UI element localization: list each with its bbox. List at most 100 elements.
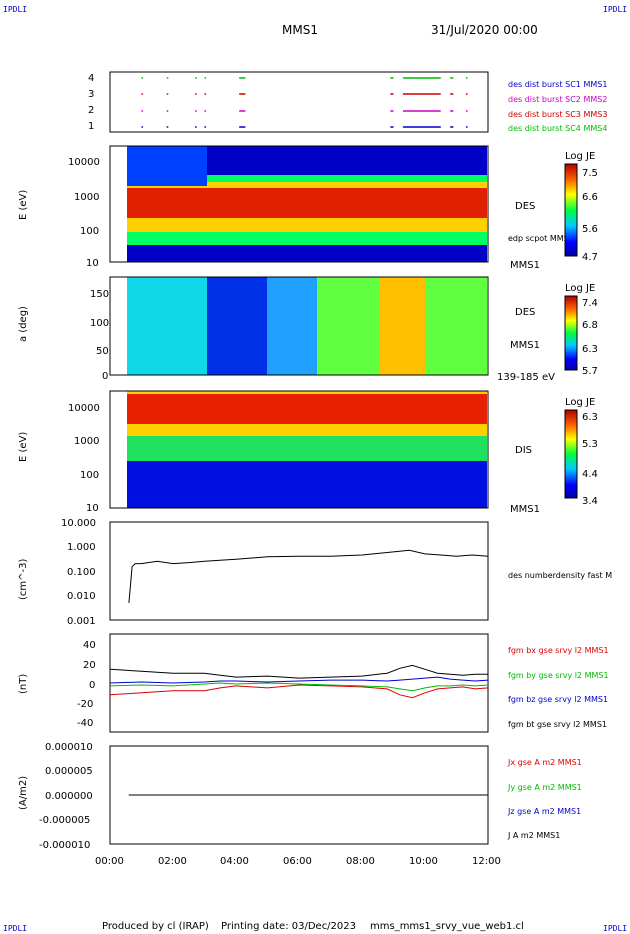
des-energy-colorbar-tick: 4.7 xyxy=(582,252,598,263)
des-energy-lowflux-region xyxy=(127,146,207,186)
des-energy-colorbar-tick: 5.6 xyxy=(582,224,598,235)
burst-panel: 4 3 2 1 des dist burst SC1 MMS1 des dist… xyxy=(88,71,607,133)
current-legend-j: J A m2 MMS1 xyxy=(507,831,560,840)
current-ytick: -0.000010 xyxy=(39,840,90,851)
current-legend-jx: Jx gse A m2 MMS1 xyxy=(507,758,582,767)
footer-filename: mms_mms1_srvy_vue_web1.cl xyxy=(370,921,524,932)
current-panel: 0.000010 0.000005 0.000000 -0.000005 -0.… xyxy=(18,742,582,851)
des-pitch-spacecraft: MMS1 xyxy=(510,340,540,351)
des-energy-colorbar-title: Log JE xyxy=(565,151,595,162)
dis-energy-colorbar-tick: 6.3 xyxy=(582,412,598,423)
fgm-legend-by: fgm by gse srvy l2 MMS1 xyxy=(508,671,609,680)
dis-energy-frame xyxy=(109,390,489,509)
burst-ytick: 3 xyxy=(88,89,94,100)
footer-produced-by: Produced by cl (IRAP) xyxy=(102,921,209,932)
plot-title: MMS1 xyxy=(282,23,318,37)
fgm-ytick: 0 xyxy=(89,680,95,691)
footer-printing-date: Printing date: 03/Dec/2023 xyxy=(221,921,356,932)
fgm-ytick: -40 xyxy=(77,718,93,729)
burst-ytick: 1 xyxy=(88,121,94,132)
current-legend-jy: Jy gse A m2 MMS1 xyxy=(507,783,582,792)
time-tick-label: 10:00 xyxy=(409,856,438,867)
fgm-legend-bx: fgm bx gse srvy l2 MMS1 xyxy=(508,646,609,655)
density-ytick: 0.010 xyxy=(67,591,96,602)
density-frame xyxy=(109,521,489,621)
density-ylabel: (cm^-3) xyxy=(18,559,29,600)
plot-date: 31/Jul/2020 00:00 xyxy=(431,23,538,37)
des-energy-frame xyxy=(109,145,489,263)
des-pitch-frame xyxy=(109,276,489,376)
current-ylabel: (A/m2) xyxy=(18,776,29,810)
time-axis: 00:00 02:00 04:00 06:00 08:00 10:00 12:0… xyxy=(95,856,501,867)
current-ytick: 0.000010 xyxy=(45,742,93,753)
fgm-ytick: 40 xyxy=(83,640,96,651)
des-pitch-ytick: 150 xyxy=(90,289,109,300)
des-pitch-region-cyan xyxy=(127,277,207,375)
dis-energy-colorbar-title: Log JE xyxy=(565,397,595,408)
time-tick-label: 12:00 xyxy=(472,856,501,867)
corner-label-bottom-right: IPDLI xyxy=(603,924,627,933)
dis-energy-ytick: 1000 xyxy=(74,436,99,447)
dis-energy-colorbar-tick: 4.4 xyxy=(582,469,598,480)
density-ytick: 0.100 xyxy=(67,567,96,578)
current-legend-jz: Jz gse A m2 MMS1 xyxy=(507,807,581,816)
time-tick-label: 02:00 xyxy=(158,856,187,867)
des-pitch-colorbar-tick: 7.4 xyxy=(582,298,598,309)
des-pitch-region-orange xyxy=(380,277,425,375)
des-pitch-ylabel: a (deg) xyxy=(18,306,29,342)
des-energy-colorbar-tick: 6.6 xyxy=(582,192,598,203)
dis-energy-colorbar-tick: 3.4 xyxy=(582,496,598,507)
dis-energy-panel: 10000 1000 100 10 E (eV) DIS MMS1 Log JE… xyxy=(18,390,598,515)
time-tick-label: 08:00 xyxy=(346,856,375,867)
current-ytick: -0.000005 xyxy=(39,815,90,826)
des-energy-band-red xyxy=(127,188,487,218)
fgm-ylabel: (nT) xyxy=(18,674,29,694)
burst-ytick: 2 xyxy=(88,105,94,116)
density-ytick: 1.000 xyxy=(67,542,96,553)
des-pitch-colorbar-title: Log JE xyxy=(565,283,595,294)
dis-energy-colorbar xyxy=(564,409,578,499)
density-ytick: 0.001 xyxy=(67,616,96,627)
dis-energy-band-red xyxy=(127,394,487,424)
fgm-legend-bt: fgm bt gse srvy l2 MMS1 xyxy=(508,720,607,729)
des-energy-panel: 10000 1000 100 10 E (eV) DES edp scpot M… xyxy=(18,145,598,271)
dis-energy-ylabel: E (eV) xyxy=(18,432,29,462)
dis-energy-ytick: 10000 xyxy=(68,403,100,414)
dis-energy-ytick: 10 xyxy=(86,503,99,514)
current-ytick: 0.000005 xyxy=(45,766,93,777)
fgm-series-line xyxy=(109,676,489,684)
burst-ytick: 4 xyxy=(88,73,94,84)
burst-frame xyxy=(109,71,489,133)
des-energy-ytick: 100 xyxy=(80,226,99,237)
des-energy-ytick: 1000 xyxy=(74,192,99,203)
des-pitch-region-lightblue xyxy=(267,277,317,375)
des-energy-ytick: 10 xyxy=(86,258,99,269)
time-tick-label: 06:00 xyxy=(283,856,312,867)
burst-legend-sc3: des dist burst SC3 MMS3 xyxy=(508,110,607,119)
density-ytick: 10.000 xyxy=(61,518,96,529)
dis-energy-instrument: DIS xyxy=(515,445,532,456)
des-pitch-energy-range: 139-185 eV xyxy=(497,372,555,383)
des-pitch-ytick: 0 xyxy=(102,371,108,382)
corner-label-top-right: IPDLI xyxy=(603,5,627,14)
des-energy-instrument: DES xyxy=(515,201,535,212)
des-pitch-panel: 150 100 50 0 a (deg) DES MMS1 139-185 eV… xyxy=(18,276,598,383)
density-panel: 10.000 1.000 0.100 0.010 0.001 (cm^-3) d… xyxy=(18,518,612,627)
current-ytick: 0.000000 xyxy=(45,791,93,802)
des-energy-spacecraft: MMS1 xyxy=(510,260,540,271)
fgm-ytick: -20 xyxy=(77,699,93,710)
des-pitch-colorbar-tick: 6.8 xyxy=(582,320,598,331)
des-pitch-colorbar-tick: 5.7 xyxy=(582,366,598,377)
burst-legend-sc2: des dist burst SC2 MMS2 xyxy=(508,95,607,104)
density-series-line xyxy=(128,549,489,603)
burst-legend-sc4: des dist burst SC4 MMS4 xyxy=(508,124,607,133)
des-pitch-ytick: 50 xyxy=(96,346,109,357)
corner-label-bottom-left: IPDLI xyxy=(3,924,27,933)
dis-energy-ytick: 100 xyxy=(80,470,99,481)
time-tick-label: 04:00 xyxy=(220,856,249,867)
des-energy-colorbar-tick: 7.5 xyxy=(582,168,598,179)
fgm-series-line xyxy=(109,682,489,692)
fgm-panel: 40 20 0 -20 -40 (nT) fgm bx gse srvy l2 … xyxy=(18,633,609,733)
fgm-series-line xyxy=(109,684,489,699)
